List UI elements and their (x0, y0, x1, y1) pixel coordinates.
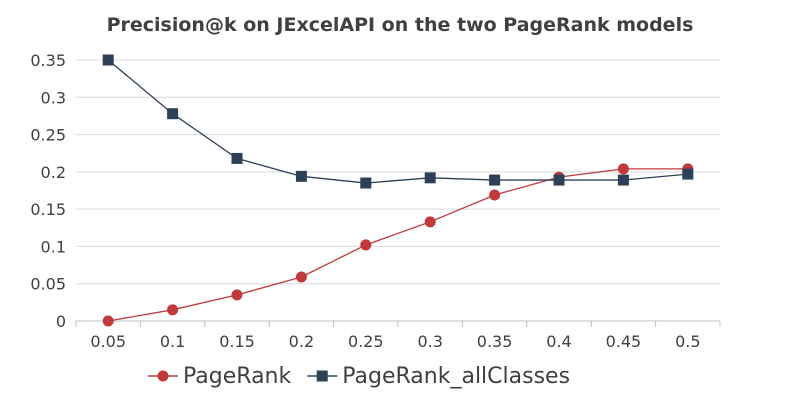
x-tick-label: 0.5 (675, 332, 700, 351)
data-point (295, 271, 307, 283)
y-tick-label: 0.15 (30, 200, 66, 219)
legend-marker (316, 370, 328, 382)
data-point (167, 108, 179, 120)
data-point (617, 174, 629, 186)
axes: 0 0.05 0.1 0.15 0.2 0.25 0.3 0.35 0.05 0.1 0.15 0.2… (30, 51, 721, 351)
data-point (295, 170, 307, 182)
y-tick-label: 0.2 (41, 163, 66, 182)
data-point (231, 152, 243, 164)
legend: PageRank PageRank_allClasses (148, 364, 570, 389)
y-tick-label: 0.05 (30, 275, 66, 294)
data-point (102, 54, 114, 66)
series-line (108, 168, 688, 322)
data-point (231, 289, 243, 301)
series-pagerank-allclasses (102, 54, 694, 189)
x-tick-label: 0.25 (348, 332, 384, 351)
x-tick-label: 0.4 (546, 332, 571, 351)
data-point (682, 168, 694, 180)
data-point (617, 163, 629, 175)
data-point (167, 304, 179, 316)
legend-label: PageRank (183, 364, 291, 389)
y-tick-label: 0.1 (41, 237, 66, 256)
data-point (360, 239, 372, 251)
x-tick-label: 0.2 (289, 332, 314, 351)
y-tick-label: 0.35 (30, 51, 66, 70)
gridlines (76, 59, 720, 285)
chart-title: Precision@k on JExcelAPI on the two Page… (106, 14, 694, 36)
data-point (489, 189, 501, 201)
legend-marker (157, 370, 169, 382)
data-point (424, 216, 436, 228)
x-tick-label: 0.05 (90, 332, 126, 351)
x-tick-label: 0.15 (219, 332, 255, 351)
data-point (489, 174, 501, 186)
data-point (553, 174, 565, 186)
series-group (102, 54, 694, 327)
legend-item: PageRank (148, 364, 291, 389)
legend-item: PageRank_allClasses (307, 364, 570, 389)
series-line (107, 59, 688, 184)
series-pagerank (102, 163, 694, 327)
x-tick-label: 0.3 (417, 332, 442, 351)
data-point (102, 315, 114, 327)
legend-label: PageRank_allClasses (342, 364, 570, 389)
y-tick-label: 0 (56, 312, 66, 331)
y-tick-label: 0.3 (41, 88, 66, 107)
data-point (424, 172, 436, 184)
data-point (360, 177, 372, 189)
x-tick-label: 0.1 (160, 332, 185, 351)
y-tick-label: 0.25 (30, 126, 66, 145)
x-tick-label: 0.45 (606, 332, 642, 351)
x-tick-label: 0.35 (477, 332, 513, 351)
